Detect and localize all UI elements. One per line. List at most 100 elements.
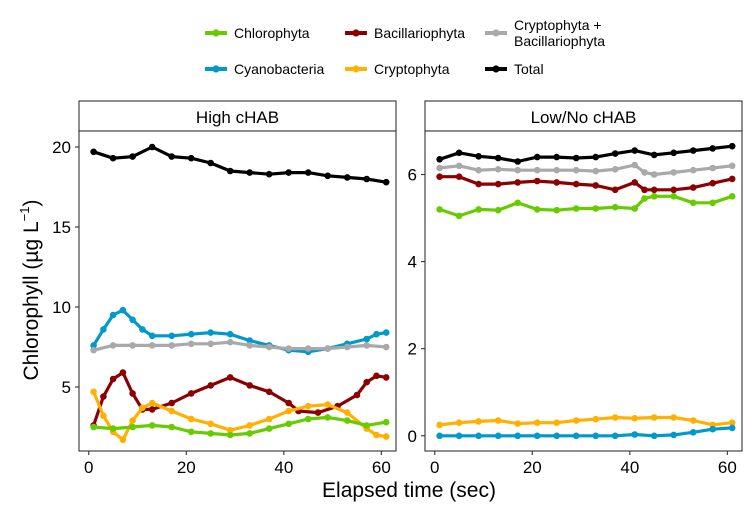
data-point: [207, 340, 214, 348]
data-point: [148, 143, 156, 151]
panel-title: Low/No cHAB: [531, 108, 637, 127]
data-point: [265, 425, 273, 432]
data-point: [611, 432, 619, 440]
data-point: [265, 388, 273, 396]
data-point: [494, 206, 502, 214]
data-point: [148, 422, 156, 429]
data-point: [631, 179, 638, 186]
data-point: [343, 409, 351, 416]
data-point: [611, 186, 619, 194]
data-point: [670, 169, 677, 176]
data-point: [475, 180, 482, 188]
series-line: [91, 415, 388, 437]
data-point: [304, 345, 312, 352]
data-point: [553, 419, 560, 427]
data-point: [475, 153, 482, 160]
data-point: [475, 206, 482, 213]
data-point: [728, 142, 736, 150]
legend-item-chlorophyta: Chlorophyta: [205, 25, 310, 41]
data-point: [728, 419, 736, 427]
data-point: [304, 402, 312, 410]
data-point: [363, 335, 371, 343]
data-point: [109, 311, 117, 319]
data-point: [689, 147, 697, 154]
y-tick-label: 2: [408, 340, 417, 359]
data-point: [709, 179, 716, 187]
data-point: [533, 206, 541, 213]
data-point: [109, 375, 117, 383]
data-point: [641, 169, 648, 176]
series-line: [91, 390, 388, 442]
data-point: [363, 175, 371, 183]
series-cyanobacteria: [436, 424, 736, 440]
data-point: [592, 415, 599, 423]
series-bacillariophyta: [90, 369, 390, 429]
data-point: [650, 414, 658, 421]
data-point: [533, 153, 541, 161]
data-point: [119, 306, 127, 314]
data-point: [382, 178, 390, 186]
data-point: [100, 326, 107, 333]
data-point: [382, 343, 390, 351]
legend-swatch-point: [492, 29, 500, 37]
data-point: [129, 316, 136, 324]
plot-area: [424, 130, 743, 452]
data-point: [168, 399, 175, 407]
x-tick-label: 0: [430, 458, 439, 477]
data-point: [187, 415, 195, 423]
data-point: [148, 342, 156, 349]
data-point: [650, 193, 658, 200]
data-point: [455, 162, 463, 170]
data-point: [148, 406, 156, 413]
data-point: [631, 415, 638, 422]
data-point: [246, 422, 253, 429]
data-point: [592, 182, 599, 189]
data-point: [533, 432, 541, 440]
series-chlorophyta: [436, 193, 736, 220]
data-point: [373, 372, 380, 380]
data-point: [611, 414, 619, 421]
data-point: [324, 401, 332, 408]
data-point: [728, 193, 736, 200]
data-point: [148, 399, 156, 407]
data-point: [285, 345, 293, 352]
data-point: [689, 166, 697, 174]
data-point: [373, 431, 380, 439]
data-point: [168, 423, 175, 431]
x-tick-label: 40: [620, 458, 639, 477]
data-point: [382, 433, 390, 440]
data-point: [139, 326, 146, 333]
data-point: [709, 164, 716, 172]
data-point: [455, 419, 463, 427]
data-point: [514, 432, 521, 440]
data-point: [670, 414, 677, 421]
series-total: [90, 143, 390, 186]
data-point: [611, 166, 619, 173]
data-point: [187, 428, 195, 436]
data-point: [168, 407, 175, 415]
data-point: [187, 390, 195, 397]
data-point: [207, 420, 214, 428]
data-point: [382, 418, 390, 426]
plot-area: [78, 130, 397, 452]
data-point: [670, 186, 677, 194]
data-point: [285, 169, 293, 176]
data-point: [129, 153, 136, 160]
data-point: [553, 206, 560, 214]
data-point: [436, 206, 443, 213]
data-point: [650, 432, 658, 440]
data-point: [436, 432, 443, 440]
data-point: [187, 154, 195, 162]
data-point: [119, 369, 127, 376]
data-point: [650, 171, 658, 178]
legend-label: Cyanobacteria: [234, 61, 324, 77]
data-point: [553, 179, 560, 186]
series-line: [91, 145, 388, 184]
data-point: [246, 337, 253, 344]
data-point: [494, 180, 502, 188]
data-point: [226, 374, 234, 381]
data-point: [475, 418, 482, 425]
data-point: [514, 158, 521, 165]
y-axis-title: Chlorophyll (µg L−1): [17, 200, 43, 381]
